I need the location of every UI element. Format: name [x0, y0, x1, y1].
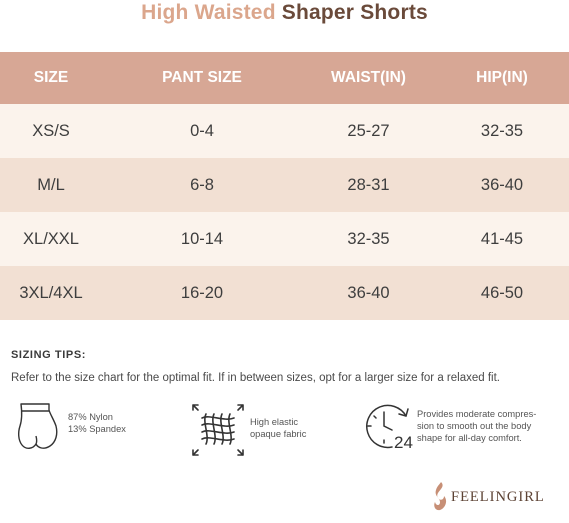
feature-line: opaque fabric	[250, 429, 307, 439]
header-size: SIZE	[33, 69, 69, 86]
cell-size: XS/S	[32, 121, 70, 140]
table-row: XS/S 0-4 25-27 32-35	[0, 104, 569, 158]
stretch-fabric-icon	[192, 404, 244, 456]
feature-line: High elastic	[250, 417, 299, 427]
cell-waist: 32-35	[347, 229, 390, 248]
table-row: XL/XXL 10-14 32-35 41-45	[0, 212, 569, 266]
table-row: M/L 6-8 28-31 36-40	[0, 158, 569, 212]
cell-hip: 36-40	[480, 175, 524, 194]
cell-size: XL/XXL	[23, 229, 79, 248]
feature-compression-text: Provides moderate compres- sion to smoot…	[417, 408, 536, 444]
24-hour-clock-icon: 24	[366, 404, 413, 452]
shaper-shorts-icon	[17, 403, 58, 449]
cell-pant-size: 6-8	[190, 175, 214, 194]
sizing-tips-heading: SIZING TIPS:	[11, 349, 87, 361]
cell-size: 3XL/4XL	[19, 283, 83, 302]
table-row: 3XL/4XL 16-20 36-40 46-50	[0, 266, 569, 320]
table-header-row: SIZE PANT SIZE WAIST(IN) HIP(IN)	[0, 52, 569, 104]
cell-waist: 36-40	[347, 283, 390, 302]
header-waist: WAIST(IN)	[331, 69, 406, 86]
feature-material: 87% Nylon 13% Spandex	[16, 402, 146, 462]
size-chart-table: SIZE PANT SIZE WAIST(IN) HIP(IN) XS/S 0-…	[0, 52, 569, 320]
sizing-tips-text: Refer to the size chart for the optimal …	[11, 372, 500, 384]
cell-pant-size: 16-20	[180, 283, 224, 302]
page-title: High Waisted Shaper Shorts	[0, 0, 569, 26]
cell-pant-size: 0-4	[190, 121, 214, 140]
feature-line: 87% Nylon	[68, 412, 113, 422]
feature-fabric: High elastic opaque fabric	[190, 402, 330, 462]
brand-name: FEELINGIRL	[451, 489, 545, 505]
feature-material-text: 87% Nylon 13% Spandex	[68, 411, 126, 435]
cell-pant-size: 10-14	[180, 229, 224, 248]
feature-fabric-text: High elastic opaque fabric	[250, 416, 306, 440]
brand-logo: FEELINGIRL	[432, 480, 552, 516]
svg-text:24: 24	[394, 433, 413, 452]
feature-line: shape for all-day comfort.	[417, 433, 522, 443]
title-accent: High Waisted	[141, 1, 276, 24]
feature-line: 13% Spandex	[68, 424, 126, 434]
title-main: Shaper Shorts	[281, 1, 428, 24]
cell-waist: 25-27	[347, 121, 390, 140]
feature-compression: 24 Provides moderate compres- sion to sm…	[362, 402, 562, 462]
header-hip: HIP(IN)	[476, 69, 528, 86]
feature-line: sion to smooth out the body	[417, 421, 532, 431]
cell-hip: 32-35	[480, 121, 524, 140]
flame-logo-icon	[434, 482, 447, 511]
feature-line: Provides moderate compres-	[417, 409, 537, 419]
cell-waist: 28-31	[347, 175, 390, 194]
cell-hip: 46-50	[480, 283, 524, 302]
cell-hip: 41-45	[480, 229, 524, 248]
cell-size: M/L	[37, 175, 65, 194]
header-pant-size: PANT SIZE	[162, 69, 242, 86]
